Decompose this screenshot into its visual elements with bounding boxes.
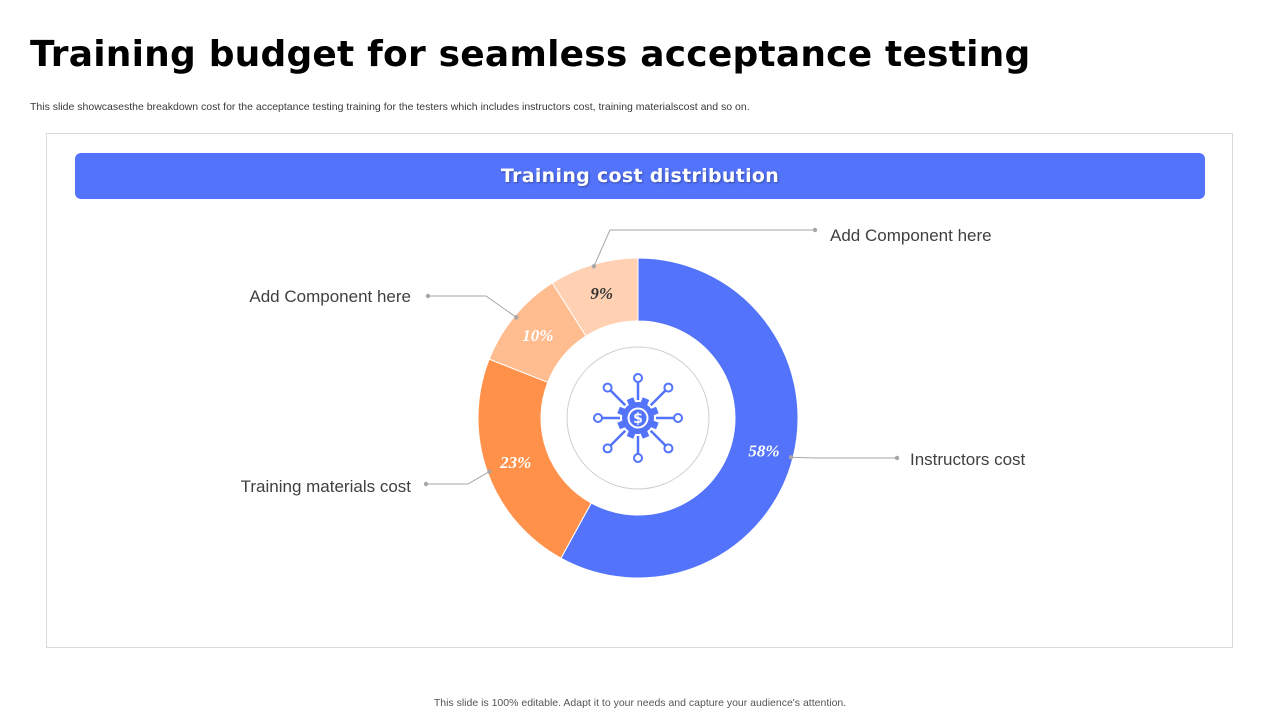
leader-dot-component-2-0 xyxy=(591,264,597,269)
slice-materials xyxy=(477,358,592,559)
page-title: Training budget for seamless acceptance … xyxy=(30,34,1031,75)
network-node-4 xyxy=(633,453,643,463)
dollar-sign-icon: $ xyxy=(633,411,643,427)
network-spoke-3 xyxy=(649,429,667,447)
slice-instructors xyxy=(560,257,799,579)
callout-label-component-2: Add Component here xyxy=(830,226,992,245)
page-subtitle: This slide showcasesthe breakdown cost f… xyxy=(30,101,750,113)
callout-label-component-1: Add Component here xyxy=(249,287,411,306)
coin-inner xyxy=(629,409,647,427)
leader-line-component-2 xyxy=(593,229,815,267)
leader-dot-instructors-1 xyxy=(894,455,900,461)
network-spoke-7 xyxy=(609,389,627,407)
leader-line-materials xyxy=(426,471,490,485)
network-node-0 xyxy=(633,373,643,383)
network-spoke-1 xyxy=(649,389,667,407)
slice-value-materials: 23% xyxy=(499,453,531,472)
slice-value-component-2: 9% xyxy=(590,284,613,303)
slice-value-instructors: 58% xyxy=(748,441,779,460)
leader-dot-component-1-1 xyxy=(425,293,431,299)
footer-note: This slide is 100% editable. Adapt it to… xyxy=(433,697,847,709)
network-node-3 xyxy=(663,443,674,454)
leader-line-instructors xyxy=(791,456,897,459)
chart-title: Training cost distribution xyxy=(75,153,1205,199)
network-spoke-5 xyxy=(609,429,627,447)
leader-dot-instructors-0 xyxy=(788,455,794,460)
leader-dot-materials-1 xyxy=(423,481,429,487)
leader-dot-materials-0 xyxy=(487,469,492,474)
leader-line-component-1 xyxy=(428,295,517,318)
leader-dot-component-2-1 xyxy=(812,227,818,233)
dollar-gear-network-icon: $ xyxy=(593,373,683,463)
network-node-7 xyxy=(602,382,613,393)
slice-value-component-1: 10% xyxy=(522,326,553,345)
leader-dot-component-1-0 xyxy=(514,315,519,320)
center-ring xyxy=(566,346,710,490)
slice-component-2 xyxy=(551,257,639,337)
network-node-2 xyxy=(673,413,683,423)
network-node-1 xyxy=(663,382,674,393)
network-node-5 xyxy=(602,443,613,454)
callout-label-instructors: Instructors cost xyxy=(910,450,1026,469)
callout-label-materials: Training materials cost xyxy=(241,477,412,496)
network-node-6 xyxy=(593,413,603,423)
